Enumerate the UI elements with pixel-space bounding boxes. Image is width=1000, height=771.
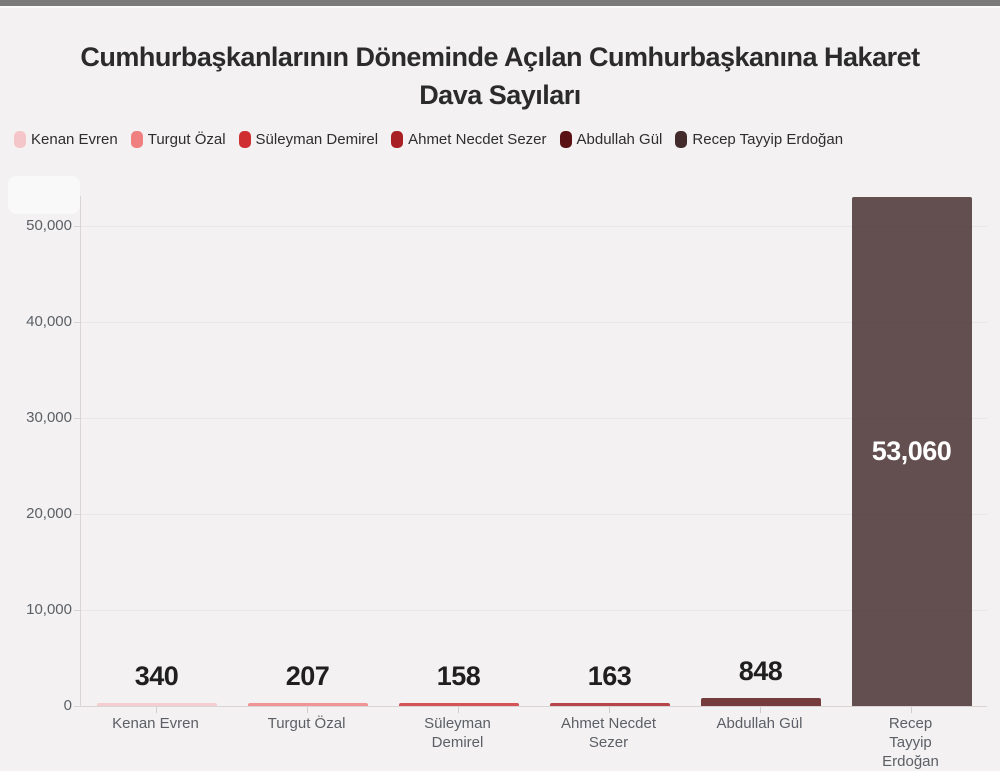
y-axis-tick-mark (74, 705, 80, 707)
x-axis-label: Turgut Özal (267, 715, 346, 732)
bar-value-label: 53,060 (871, 436, 952, 467)
legend-label: Abdullah Gül (576, 130, 663, 148)
y-axis-tick-mark (74, 417, 80, 419)
x-axis-tick-mark (911, 707, 912, 713)
gridline (81, 225, 987, 227)
x-axis-label: Süleyman Demirel (424, 715, 491, 751)
y-axis-label: 50,000 (26, 217, 72, 234)
legend-swatch-icon (130, 130, 143, 148)
gridline (81, 417, 987, 419)
x-axis-label: Kenan Evren (112, 715, 199, 732)
legend-swatch-icon (559, 130, 572, 148)
y-axis-tick-mark (74, 225, 80, 227)
y-axis: 0 10,000 20,000 30,000 40,000 50,000 (0, 196, 72, 714)
highlight-artifact (8, 176, 80, 214)
chart-legend: Kenan Evren Turgut Özal Süleyman Demirel Ah… (14, 128, 986, 150)
bar-value-label: 340 (134, 660, 179, 691)
bar[interactable] (247, 703, 368, 706)
legend-label: Ahmet Necdet Sezer (408, 130, 547, 148)
legend-swatch-icon (675, 130, 688, 148)
chart-title: Cumhurbaşkanlarının Döneminde Açılan Cum… (0, 38, 1000, 114)
y-axis-tick-mark (74, 609, 80, 611)
x-axis-label: Abdullah Gül (716, 715, 803, 732)
y-axis-tick-mark (74, 513, 80, 515)
x-axis-tick-mark (609, 707, 610, 713)
bar-value-label: 163 (587, 661, 632, 691)
legend-swatch-icon (391, 130, 404, 148)
x-axis-tick-mark (760, 707, 761, 713)
bar-value-label: 207 (285, 661, 330, 691)
gridline (81, 321, 987, 323)
legend-swatch-icon (14, 130, 26, 148)
legend-label: Süleyman Demirel (255, 130, 379, 148)
legend-label: Kenan Evren (31, 130, 118, 148)
gridline (81, 609, 987, 611)
window-top-bar (0, 0, 1000, 8)
legend-label: Turgut Özal (147, 130, 226, 148)
y-axis-label: 40,000 (26, 313, 72, 330)
legend-item[interactable]: Kenan Evren (14, 130, 118, 148)
x-axis-tick-mark (156, 707, 157, 713)
bar[interactable] (96, 702, 217, 706)
legend-item[interactable]: Süleyman Demirel (238, 130, 379, 148)
y-axis-label: 0 (63, 697, 72, 714)
legend-item[interactable]: Recep Tayyip Erdoğan (675, 130, 844, 148)
x-axis-tick-mark (458, 707, 459, 713)
legend-swatch-icon (238, 130, 251, 148)
legend-item[interactable]: Turgut Özal (130, 130, 226, 148)
x-axis-label: Ahmet Necdet Sezer (560, 715, 657, 751)
bar[interactable] (851, 196, 972, 706)
legend-item[interactable]: Abdullah Gül (559, 130, 663, 148)
chart-title-line2: Dava Sayıları (419, 80, 581, 110)
y-axis-label: 20,000 (26, 505, 72, 522)
y-axis-label: 30,000 (26, 409, 72, 426)
y-axis-label: 10,000 (26, 601, 72, 618)
x-axis-label: Recep Tayyip Erdoğan (882, 715, 939, 770)
bar-value-label: 848 (738, 655, 783, 686)
bar[interactable] (700, 697, 821, 706)
bar[interactable] (398, 703, 519, 706)
y-axis-tick-mark (74, 321, 80, 323)
legend-item[interactable]: Ahmet Necdet Sezer (391, 130, 547, 148)
chart-title-line1: Cumhurbaşkanlarının Döneminde Açılan Cum… (80, 42, 920, 72)
x-axis: Kenan Evren Turgut Özal Süleyman Demirel Ah… (80, 714, 986, 770)
plot-area: 340 207 158 163 848 53,060 (74, 196, 987, 713)
bar[interactable] (549, 703, 670, 706)
x-axis-tick-mark (307, 707, 308, 713)
bar-value-label: 158 (436, 661, 481, 691)
legend-label: Recep Tayyip Erdoğan (692, 130, 844, 148)
gridline (81, 513, 987, 515)
